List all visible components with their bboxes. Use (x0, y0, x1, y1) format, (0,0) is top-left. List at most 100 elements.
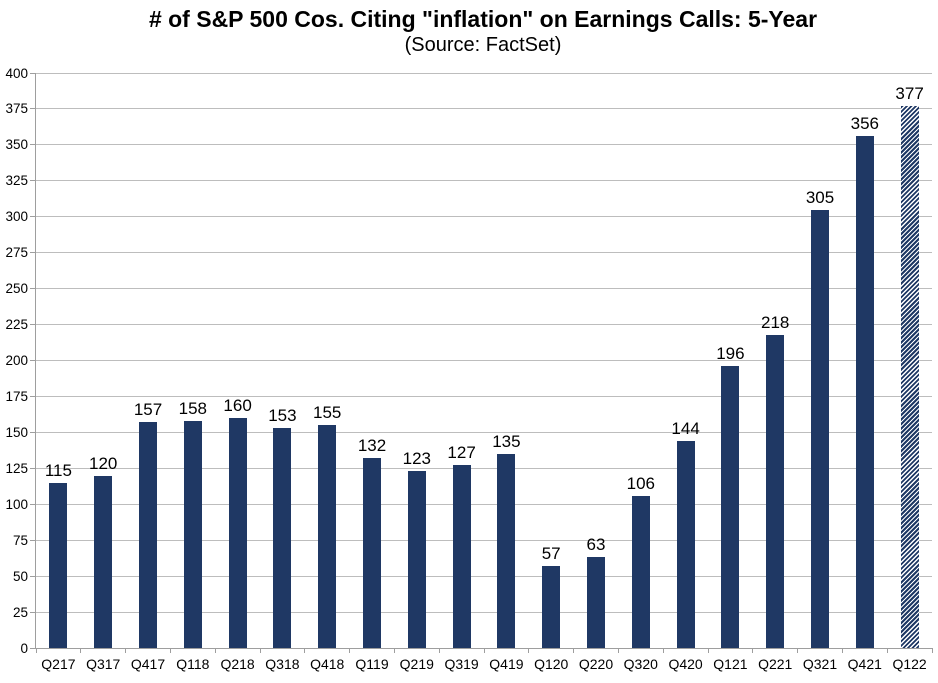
bar-value-label: 155 (313, 403, 342, 423)
chart-subtitle: (Source: FactSet) (404, 34, 562, 56)
x-axis-tick (393, 648, 395, 653)
x-axis-label: Q320 (623, 656, 658, 672)
bar-value-label: 218 (761, 312, 790, 332)
x-axis-label: Q420 (668, 656, 703, 672)
x-axis-tick (125, 648, 127, 653)
bar (49, 482, 68, 648)
x-axis-label: Q217 (41, 656, 76, 672)
gridline (36, 395, 932, 397)
bar-value-label: 196 (716, 344, 745, 364)
bar (766, 334, 785, 648)
y-axis-label: 300 (5, 209, 28, 225)
x-axis-tick (931, 648, 933, 653)
plot-area: 0 25 50 75 100 125 150 175 200 225 250 275 300 325 350… (5, 66, 933, 672)
x-axis-tick (886, 648, 888, 653)
gridline (36, 431, 932, 433)
x-axis-label: Q419 (489, 656, 524, 672)
bar-value-label: 132 (357, 436, 387, 456)
bar-value-label: 135 (492, 431, 521, 451)
x-axis-tick (80, 648, 82, 653)
gridline (36, 467, 932, 469)
y-axis-label: 350 (5, 137, 28, 153)
bar (407, 471, 426, 648)
bar (631, 495, 650, 648)
x-axis-label: Q418 (310, 656, 345, 672)
y-axis-tick (30, 360, 36, 361)
bar (363, 458, 381, 648)
x-axis-tick (438, 648, 440, 653)
bar (721, 366, 740, 648)
x-axis-tick (617, 648, 619, 653)
x-axis-tick (304, 648, 306, 653)
x-axis-label: Q118 (176, 656, 210, 672)
y-axis-label: 250 (5, 281, 28, 297)
gridline (36, 252, 932, 254)
x-axis-tick (214, 648, 216, 653)
bar (318, 425, 337, 648)
bar-value-label: 305 (805, 187, 835, 207)
gridline (36, 180, 932, 182)
y-axis-tick (30, 108, 36, 110)
bar (452, 465, 471, 648)
y-axis-tick (30, 144, 36, 146)
x-axis-tick (797, 648, 799, 653)
x-axis-tick (35, 648, 37, 653)
y-axis-tick (30, 216, 36, 218)
gridline (36, 539, 932, 541)
x-axis-tick (349, 648, 351, 653)
x-axis-tick (707, 648, 709, 653)
bar-value-label: 127 (447, 443, 476, 463)
bar (811, 209, 829, 648)
y-axis-label: 0 (20, 640, 28, 656)
y-axis-tick (30, 252, 36, 254)
bar (183, 420, 202, 648)
gridline (36, 216, 932, 218)
bar-value-label: 144 (671, 419, 700, 438)
bar-value-label: 123 (402, 449, 431, 469)
y-axis-label: 125 (5, 460, 28, 476)
x-axis-tick (259, 648, 261, 653)
y-axis-tick (30, 431, 36, 433)
chart-title: # of S&P 500 Cos. Citing "inflation" on … (148, 6, 818, 32)
gridline (36, 288, 932, 290)
x-axis-label: Q121 (713, 656, 748, 672)
bar-value-label: 377 (895, 84, 924, 104)
gridline (36, 360, 932, 361)
bar-value-label: 57 (541, 544, 561, 564)
bar-value-label: 160 (223, 396, 252, 415)
y-axis-label: 100 (5, 496, 28, 512)
bar-value-label: 63 (586, 535, 606, 555)
y-axis-tick (30, 611, 36, 613)
gridline (36, 324, 932, 326)
gridline (36, 144, 932, 146)
x-axis-label: Q417 (130, 656, 166, 672)
bar-value-label: 115 (44, 460, 72, 480)
x-axis-label: Q219 (399, 656, 434, 672)
y-axis-tick (30, 467, 36, 469)
bar-value-label: 106 (626, 473, 655, 493)
y-axis-label: 75 (12, 532, 28, 548)
gridline (36, 72, 932, 74)
y-axis-tick (30, 324, 36, 326)
x-axis-tick (573, 648, 575, 653)
bar (542, 566, 561, 648)
y-axis-label: 225 (5, 317, 28, 333)
y-axis-label: 275 (5, 245, 28, 261)
bar (497, 453, 516, 648)
bar-value-label: 157 (133, 400, 163, 420)
y-axis-label: 50 (12, 568, 28, 584)
bar (587, 557, 605, 648)
y-axis-tick (30, 539, 36, 541)
x-axis-label: Q319 (444, 656, 479, 672)
y-axis-label: 175 (5, 388, 28, 404)
y-axis-tick (30, 575, 36, 577)
y-axis-label: 150 (5, 424, 28, 440)
bar-value-label: 356 (850, 114, 879, 134)
y-axis-label: 25 (12, 604, 28, 620)
y-axis-tick (30, 503, 36, 505)
bar-value-label: 120 (89, 453, 118, 473)
x-axis-tick (752, 648, 754, 653)
x-axis-label: Q421 (847, 656, 882, 672)
x-axis-label: Q221 (758, 656, 793, 672)
